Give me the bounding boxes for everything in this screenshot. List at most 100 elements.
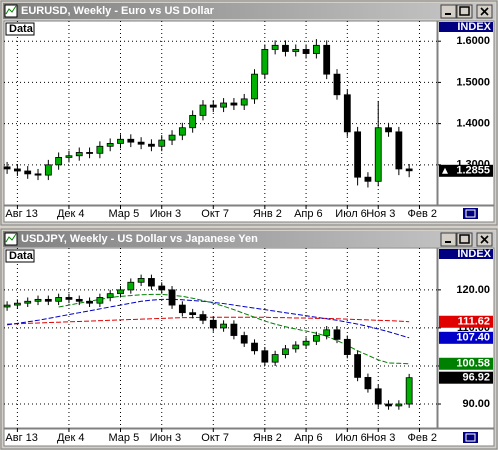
corner-icon[interactable] xyxy=(463,432,478,443)
candle-body xyxy=(405,168,413,172)
candle-body xyxy=(24,170,32,175)
plot-area xyxy=(3,20,438,206)
candle-body xyxy=(230,323,238,336)
candle-body xyxy=(96,145,104,154)
axis-title: INDEX xyxy=(457,248,491,260)
data-label: Data xyxy=(9,250,34,262)
candle-body xyxy=(271,354,279,363)
candle-body xyxy=(323,44,331,75)
y-tick-label: 90.00 xyxy=(462,398,490,410)
x-tick-label: Фев 2 xyxy=(407,208,437,220)
candle-body xyxy=(385,403,392,407)
last-value-label: 100.58 xyxy=(456,358,490,370)
corner-icon-inner xyxy=(465,433,476,442)
candle-body xyxy=(14,168,21,172)
moving-average xyxy=(7,316,410,325)
candle-body xyxy=(251,342,258,352)
candle-body xyxy=(3,166,11,170)
candle-body xyxy=(106,142,114,147)
candle-body xyxy=(117,289,124,295)
x-tick-label: Янв 2 xyxy=(253,208,282,220)
time-axis xyxy=(3,428,495,447)
candle-body xyxy=(220,102,227,108)
last-value-box xyxy=(439,331,493,344)
x-tick-label: Апр 6 xyxy=(294,208,323,220)
moving-average xyxy=(58,293,410,365)
candle-body xyxy=(343,94,351,133)
candle-body xyxy=(117,138,124,144)
candle-body xyxy=(34,173,42,176)
candle-body xyxy=(385,127,392,133)
window-title: EURUSD, Weekly - Euro vs US Dollar xyxy=(21,5,215,17)
candle-body xyxy=(199,314,207,321)
candle-body xyxy=(178,127,186,136)
candle-body xyxy=(137,278,145,283)
last-value-box xyxy=(439,315,493,328)
candle-body xyxy=(75,152,83,157)
x-tick-label: Дек 4 xyxy=(57,208,85,220)
candle-body xyxy=(302,340,310,346)
candle-body xyxy=(168,289,176,306)
x-tick-label: Июл 6 xyxy=(335,208,367,220)
price-marker xyxy=(442,167,448,174)
axis-title-box xyxy=(439,22,493,32)
candle-body xyxy=(323,329,331,336)
candle-body xyxy=(364,176,372,182)
x-tick-label: Ноя 3 xyxy=(366,432,395,444)
x-tick-label: Июн 3 xyxy=(150,432,181,444)
candle-body xyxy=(405,377,413,405)
time-axis xyxy=(3,205,495,223)
axis-title-box xyxy=(439,249,493,259)
candle-body xyxy=(148,278,155,287)
candle-body xyxy=(168,134,176,141)
corner-icon[interactable] xyxy=(463,208,478,219)
window-button[interactable] xyxy=(440,4,457,19)
price-axis xyxy=(437,20,495,206)
candle-body xyxy=(148,143,155,147)
y-tick-label: 1.4000 xyxy=(456,118,490,130)
y-tick-label: 1.5000 xyxy=(456,76,490,88)
candle-body xyxy=(364,376,372,390)
candle-body xyxy=(230,102,238,106)
candle-body xyxy=(189,312,197,315)
x-tick-label: Июл 6 xyxy=(335,432,367,444)
last-value-label: 107.40 xyxy=(456,332,490,344)
candle-body xyxy=(106,293,114,298)
y-tick-label: 120.00 xyxy=(456,284,490,296)
x-tick-label: Окт 7 xyxy=(201,432,229,444)
candle-body xyxy=(395,131,403,170)
last-value-box xyxy=(439,357,493,370)
candle-body xyxy=(75,298,83,302)
candle-body xyxy=(199,104,207,116)
window-icon-line xyxy=(5,5,17,15)
candle-body xyxy=(261,350,269,363)
plot-area xyxy=(3,247,438,429)
candle-body xyxy=(312,44,320,54)
window-icon-line xyxy=(5,233,17,243)
candle-body xyxy=(282,348,289,355)
candle-body xyxy=(65,297,73,300)
candle-body xyxy=(14,302,21,306)
title-bar xyxy=(3,3,495,19)
x-tick-label: Апр 6 xyxy=(294,432,323,444)
title-bar xyxy=(3,231,495,247)
x-tick-label: Июн 3 xyxy=(150,208,181,220)
y-tick-label: 1.6000 xyxy=(456,35,490,47)
candle-body xyxy=(137,141,145,145)
candle-body xyxy=(86,152,93,154)
candle-body xyxy=(354,354,362,378)
x-tick-label: Фев 2 xyxy=(407,432,437,444)
candle-body xyxy=(189,114,197,129)
window-button[interactable] xyxy=(440,232,457,247)
candle-body xyxy=(209,319,217,329)
candle-body xyxy=(343,338,351,355)
x-tick-label: Окт 7 xyxy=(201,208,229,220)
candle-body xyxy=(220,323,227,329)
candle-body xyxy=(374,388,382,405)
candle-body xyxy=(312,335,320,342)
candle-body xyxy=(333,73,341,96)
candle-body xyxy=(55,157,63,166)
candle-body xyxy=(3,304,11,308)
